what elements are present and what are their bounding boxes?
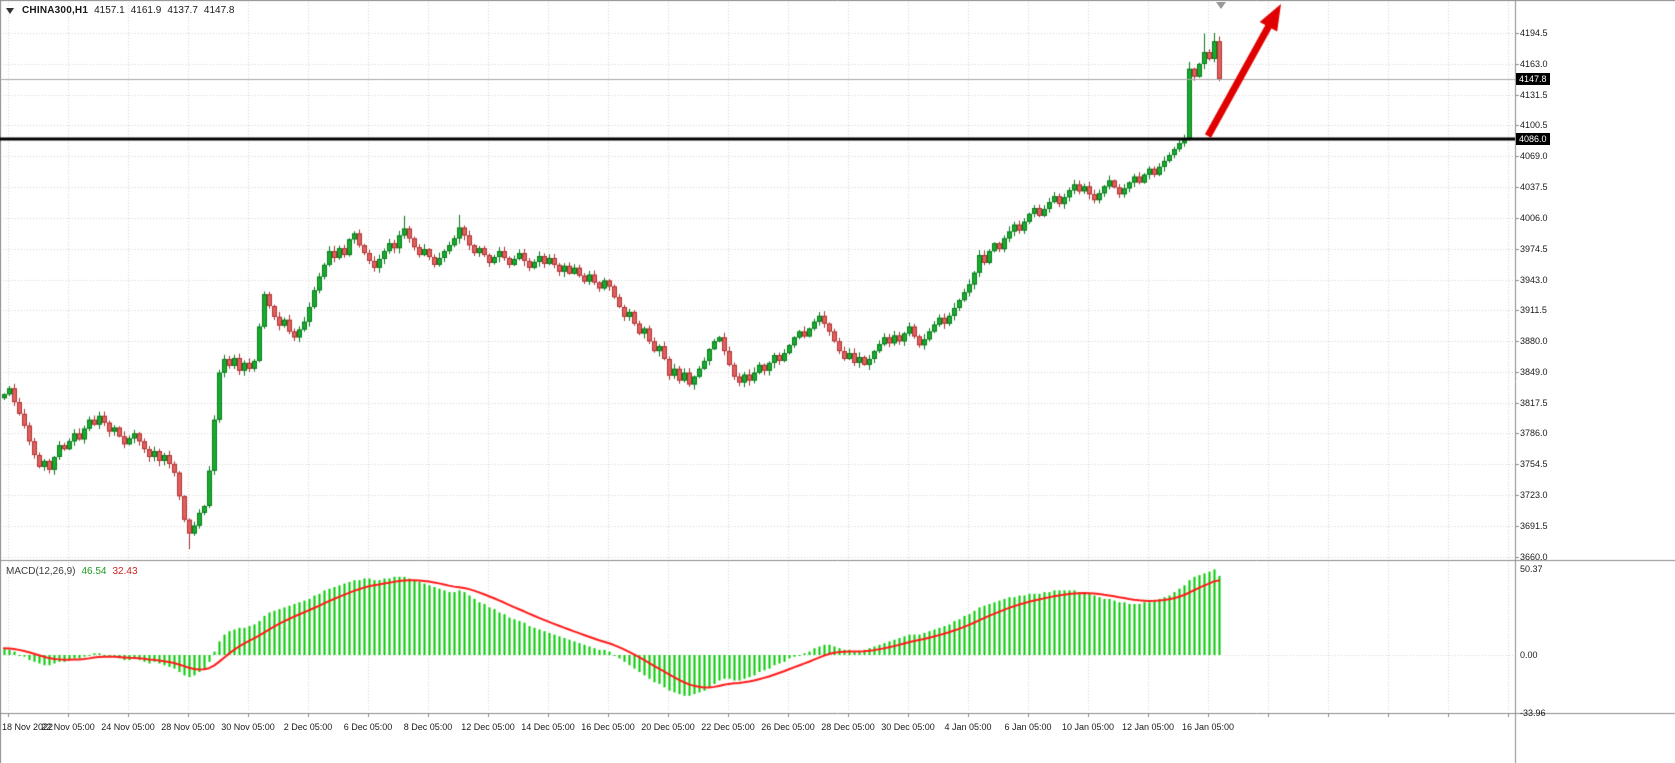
price-axis-label: 3817.5 <box>1520 397 1548 408</box>
price-axis-label: 3660.0 <box>1520 552 1548 562</box>
macd-name: MACD(12,26,9) <box>6 566 76 577</box>
time-axis-label: 8 Dec 05:00 <box>403 722 453 732</box>
time-axis-label: 18 Nov 2022 <box>2 722 54 732</box>
time-axis-label: 6 Jan 05:00 <box>1004 722 1052 732</box>
time-axis-label: 12 Jan 05:00 <box>1121 722 1175 732</box>
price-axis-label: 3754.5 <box>1520 459 1548 470</box>
price-axis-label: 3691.5 <box>1520 521 1548 532</box>
symbol-dropdown-icon[interactable] <box>6 7 14 14</box>
price-axis-label: 4131.5 <box>1520 89 1548 100</box>
bar-close-value: 4147.8 <box>203 5 235 16</box>
price-axis-label: 4194.5 <box>1520 28 1548 38</box>
price-axis-label: 4069.0 <box>1520 151 1548 162</box>
price-axis-label: 3974.5 <box>1520 243 1548 254</box>
time-axis-label: 6 Dec 05:00 <box>343 722 393 732</box>
bar-high-value: 4161.9 <box>130 5 162 16</box>
macd-signal-value: 32.43 <box>112 566 138 577</box>
price-axis-label: 4037.5 <box>1520 181 1548 192</box>
time-axis-label: 10 Jan 05:00 <box>1061 722 1115 732</box>
time-axis-label: 4 Jan 05:00 <box>944 722 992 732</box>
time-axis-label: 22 Nov 05:00 <box>41 722 95 732</box>
price-axis-label: 3911.5 <box>1520 305 1547 316</box>
macd-indicator-label: MACD(12,26,9) 46.54 32.43 <box>6 566 138 577</box>
time-axis-label: 30 Nov 05:00 <box>221 722 275 732</box>
price-axis-label: 3786.0 <box>1520 428 1548 439</box>
macd-axis-label: 50.37 <box>1520 564 1543 575</box>
chart-shift-marker-icon[interactable] <box>1216 2 1226 9</box>
time-axis-label: 16 Dec 05:00 <box>581 722 635 732</box>
time-axis-label: 14 Dec 05:00 <box>521 722 575 732</box>
macd-value: 46.54 <box>81 566 107 577</box>
time-axis-label: 30 Dec 05:00 <box>881 722 935 732</box>
time-axis-label: 12 Dec 05:00 <box>461 722 515 732</box>
time-axis-label: 26 Dec 05:00 <box>761 722 815 732</box>
price-axis-label: 3943.0 <box>1520 274 1548 285</box>
price-axis-label: 3880.0 <box>1520 336 1548 347</box>
time-axis-label: 24 Nov 05:00 <box>101 722 155 732</box>
price-axis-label: 3723.0 <box>1520 490 1548 501</box>
time-axis-label: 2 Dec 05:00 <box>283 722 333 732</box>
time-axis-label: 20 Dec 05:00 <box>641 722 695 732</box>
macd-axis-label: -33.96 <box>1520 707 1546 718</box>
price-axis-label: 4163.0 <box>1520 58 1548 69</box>
price-axis-label: 4006.0 <box>1520 212 1548 223</box>
time-axis-label: 16 Jan 05:00 <box>1181 722 1235 732</box>
symbol-info-bar: CHINA300,H1 4157.1 4161.9 4137.7 4147.8 <box>6 5 235 16</box>
time-axis-label: 28 Dec 05:00 <box>821 722 875 732</box>
bar-open-value: 4157.1 <box>94 5 125 16</box>
hline-price-badge: 4086.0 <box>1516 133 1550 146</box>
symbol-name: CHINA300,H1 <box>22 5 89 16</box>
price-axis-label: 4100.5 <box>1520 120 1548 131</box>
price-axis-label: 3849.0 <box>1520 366 1548 377</box>
macd-axis-label: 0.00 <box>1520 650 1538 660</box>
bar-low-value: 4137.7 <box>167 5 198 16</box>
time-axis-label: 28 Nov 05:00 <box>161 722 215 732</box>
current-price-badge: 4147.8 <box>1516 72 1550 85</box>
time-axis-label: 22 Dec 05:00 <box>701 722 755 732</box>
